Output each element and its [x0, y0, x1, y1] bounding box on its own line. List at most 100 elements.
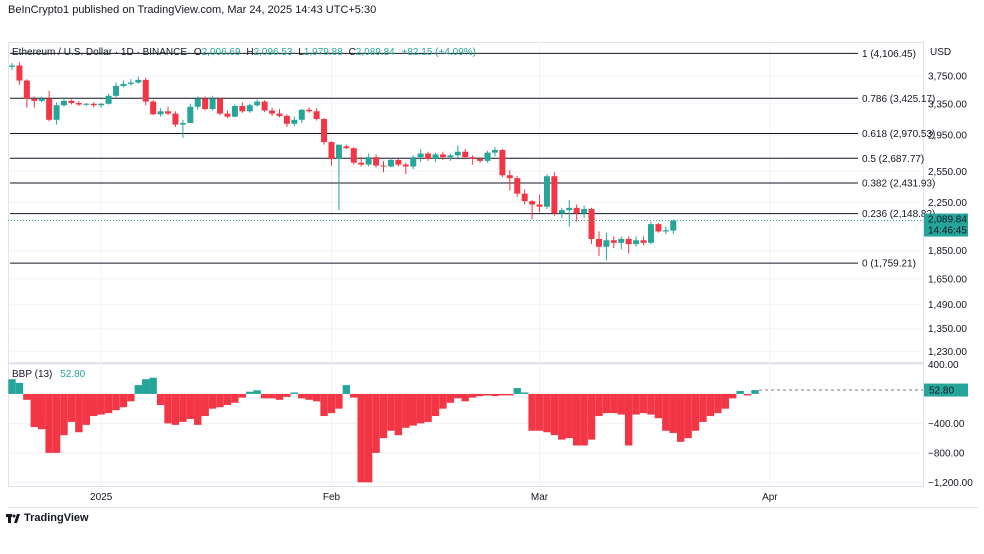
price-tick-label: 2,950.00: [928, 131, 967, 142]
bbp-bar: [364, 393, 373, 483]
bbp-bar: [186, 393, 195, 419]
time-tick-label: 2025: [90, 492, 113, 503]
price-tick-label: 1,490.00: [928, 300, 967, 311]
bbp-bar: [684, 393, 692, 439]
candle-body: [254, 101, 261, 106]
candle-body: [662, 230, 669, 232]
price-tick-label: 3,750.00: [928, 71, 967, 82]
candle-body: [499, 149, 506, 176]
bbp-bar: [558, 393, 566, 440]
bbp-bar: [67, 393, 76, 422]
bbp-bar: [565, 393, 573, 439]
bbp-axis[interactable]: 400.00 −400.00 −800.00 −1,200.00: [928, 360, 973, 489]
bbp-bar: [8, 379, 16, 394]
candle-body: [417, 153, 424, 158]
candle-body: [491, 149, 498, 153]
bbp-bar: [699, 393, 707, 422]
bbp-bar: [253, 390, 261, 394]
bbp-bar: [327, 393, 336, 414]
candle-body: [291, 119, 298, 124]
publisher-line: BeInCrypto1 published on TradingView.com…: [8, 4, 377, 16]
bbp-bar: [498, 393, 507, 396]
fib-level-label: 0.382 (2,431.93): [862, 179, 935, 190]
bbp-bar: [721, 393, 729, 409]
bbp-tick-label: −400.00: [928, 419, 965, 430]
candle-body: [246, 105, 253, 112]
bbp-bar: [461, 393, 469, 402]
candle-body: [343, 146, 350, 149]
bbp-bar: [127, 393, 135, 402]
close-label: C: [349, 47, 356, 58]
candle-body: [588, 208, 595, 239]
candle-body: [350, 148, 357, 163]
bbp-bar: [587, 393, 596, 440]
bbp-bar: [610, 393, 618, 414]
bbp-bar: [617, 393, 625, 415]
candle-body: [179, 122, 186, 125]
candle-body: [38, 98, 45, 101]
candle-body: [105, 95, 112, 104]
price-legend: Ethereum / U.S. Dollar · 1D · BINANCE O2…: [12, 47, 476, 58]
bbp-name: BBP (13): [12, 369, 52, 380]
fib-level-label: 0.618 (2,970.53): [862, 129, 935, 140]
bbp-bar: [75, 393, 83, 433]
symbol-title: Ethereum / U.S. Dollar · 1D · BINANCE: [12, 47, 187, 58]
bbp-bar: [580, 393, 588, 446]
candle-body: [595, 238, 602, 247]
bbp-bar: [624, 393, 633, 446]
bbp-last-tag: 52.80: [924, 383, 968, 397]
bbp-bar: [483, 393, 492, 396]
candle-body: [402, 164, 409, 167]
candle-body: [529, 201, 536, 205]
bbp-bar: [335, 393, 343, 409]
candle-body: [53, 105, 60, 120]
bbp-bar: [379, 393, 388, 439]
bbp-bar: [751, 390, 759, 394]
bbp-bar: [439, 393, 447, 409]
bbp-bar: [320, 393, 328, 417]
time-axis[interactable]: 2025 Feb Mar Apr: [90, 492, 778, 503]
candle-body: [618, 238, 625, 243]
currency-label[interactable]: USD: [930, 47, 951, 58]
candle-body: [551, 176, 558, 214]
bbp-value: 52.80: [60, 369, 85, 380]
low-label: L: [298, 47, 304, 58]
time-tick-label: Apr: [762, 492, 778, 503]
candle-body: [239, 106, 246, 112]
candle-body: [395, 159, 402, 165]
candle-body: [127, 82, 134, 84]
bbp-bar: [639, 393, 648, 414]
bbp-bar: [506, 393, 514, 396]
candle-body: [447, 155, 454, 158]
candle-body: [46, 98, 53, 120]
bbp-bar: [647, 393, 655, 415]
bbp-bar: [112, 393, 120, 411]
bbp-bar: [394, 393, 403, 436]
bbp-bar: [30, 393, 38, 428]
bbp-bar: [156, 393, 165, 405]
price-tick-label: 2,250.00: [928, 198, 967, 209]
bbp-bar: [238, 393, 247, 398]
price-axis[interactable]: 3,750.00 3,350.00 2,950.00 2,550.00 2,250.00…: [928, 71, 967, 358]
candle-body: [23, 80, 30, 99]
candle-body: [610, 240, 617, 243]
candle-body: [439, 154, 446, 158]
candle-body: [90, 103, 97, 106]
fib-level-label: 0.5 (2,687.77): [862, 154, 924, 165]
bbp-bar: [201, 393, 209, 417]
bbp-bar: [223, 393, 232, 405]
candle-body: [283, 115, 290, 124]
bbp-bar: [602, 393, 611, 414]
candle-body: [231, 106, 238, 117]
candle-body: [298, 109, 305, 120]
candle-body: [157, 111, 164, 115]
candle-body: [75, 103, 82, 105]
candle-body: [194, 98, 201, 107]
bbp-bar: [402, 393, 410, 428]
bbp-bar: [290, 392, 299, 394]
bbp-bar: [669, 393, 677, 433]
tradingview-logo[interactable]: TradingView: [6, 512, 89, 524]
candle-body: [469, 157, 476, 160]
bbp-bar: [60, 393, 68, 436]
